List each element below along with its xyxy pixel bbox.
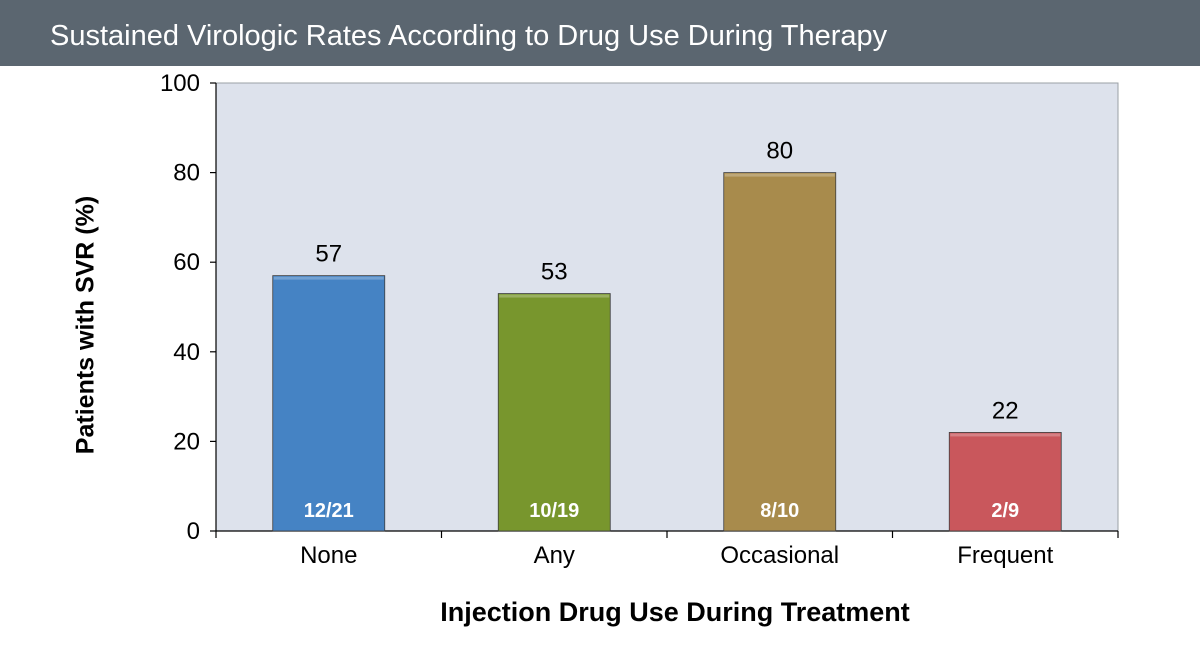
bar xyxy=(497,293,611,532)
bar-value-label: 57 xyxy=(315,241,342,268)
bar-value-label: 22 xyxy=(992,397,1019,424)
y-tick-label: 100 xyxy=(160,70,200,97)
bar xyxy=(272,275,386,532)
bar-value-label: 53 xyxy=(541,259,568,286)
bar-group: 53 10/19 xyxy=(497,259,611,532)
chart-title: Sustained Virologic Rates According to D… xyxy=(50,20,888,52)
bar-highlight xyxy=(950,433,1061,437)
bar-group: 22 2/9 xyxy=(948,397,1062,532)
bar xyxy=(723,172,837,532)
x-tick-label: Frequent xyxy=(957,542,1053,569)
bar-group: 57 12/21 xyxy=(272,241,386,532)
bar-fraction-label: 12/21 xyxy=(304,500,354,522)
bar-fraction-label: 8/10 xyxy=(760,500,799,522)
bar-highlight xyxy=(273,276,384,280)
x-axis: None Any Occasional Frequent xyxy=(215,530,1119,569)
bar-fraction-label: 2/9 xyxy=(991,500,1019,522)
y-tick-label: 20 xyxy=(173,428,200,455)
y-tick-label: 60 xyxy=(173,249,200,276)
x-tick-label: Any xyxy=(534,542,575,569)
x-tick-label: None xyxy=(300,542,357,569)
bar-fraction-label: 10/19 xyxy=(529,500,579,522)
bars: 57 12/21 53 10/19 80 8/10 22 2/9 xyxy=(272,138,1062,532)
y-tick-label: 40 xyxy=(173,339,200,366)
x-tick-label: Occasional xyxy=(720,542,839,569)
bar-highlight xyxy=(499,294,610,298)
bar-highlight xyxy=(724,173,835,177)
x-axis-label: Injection Drug Use During Treatment xyxy=(440,597,910,627)
bar xyxy=(948,432,1062,532)
bar-group: 80 8/10 xyxy=(723,138,837,532)
title-bar: Sustained Virologic Rates According to D… xyxy=(0,0,1200,66)
y-axis-label: Patients with SVR (%) xyxy=(71,195,100,455)
y-axis: 0 20 40 60 80 100 xyxy=(160,70,217,545)
y-tick-label: 0 xyxy=(187,518,200,545)
bar-value-label: 80 xyxy=(766,138,793,165)
y-tick-label: 80 xyxy=(173,160,200,187)
